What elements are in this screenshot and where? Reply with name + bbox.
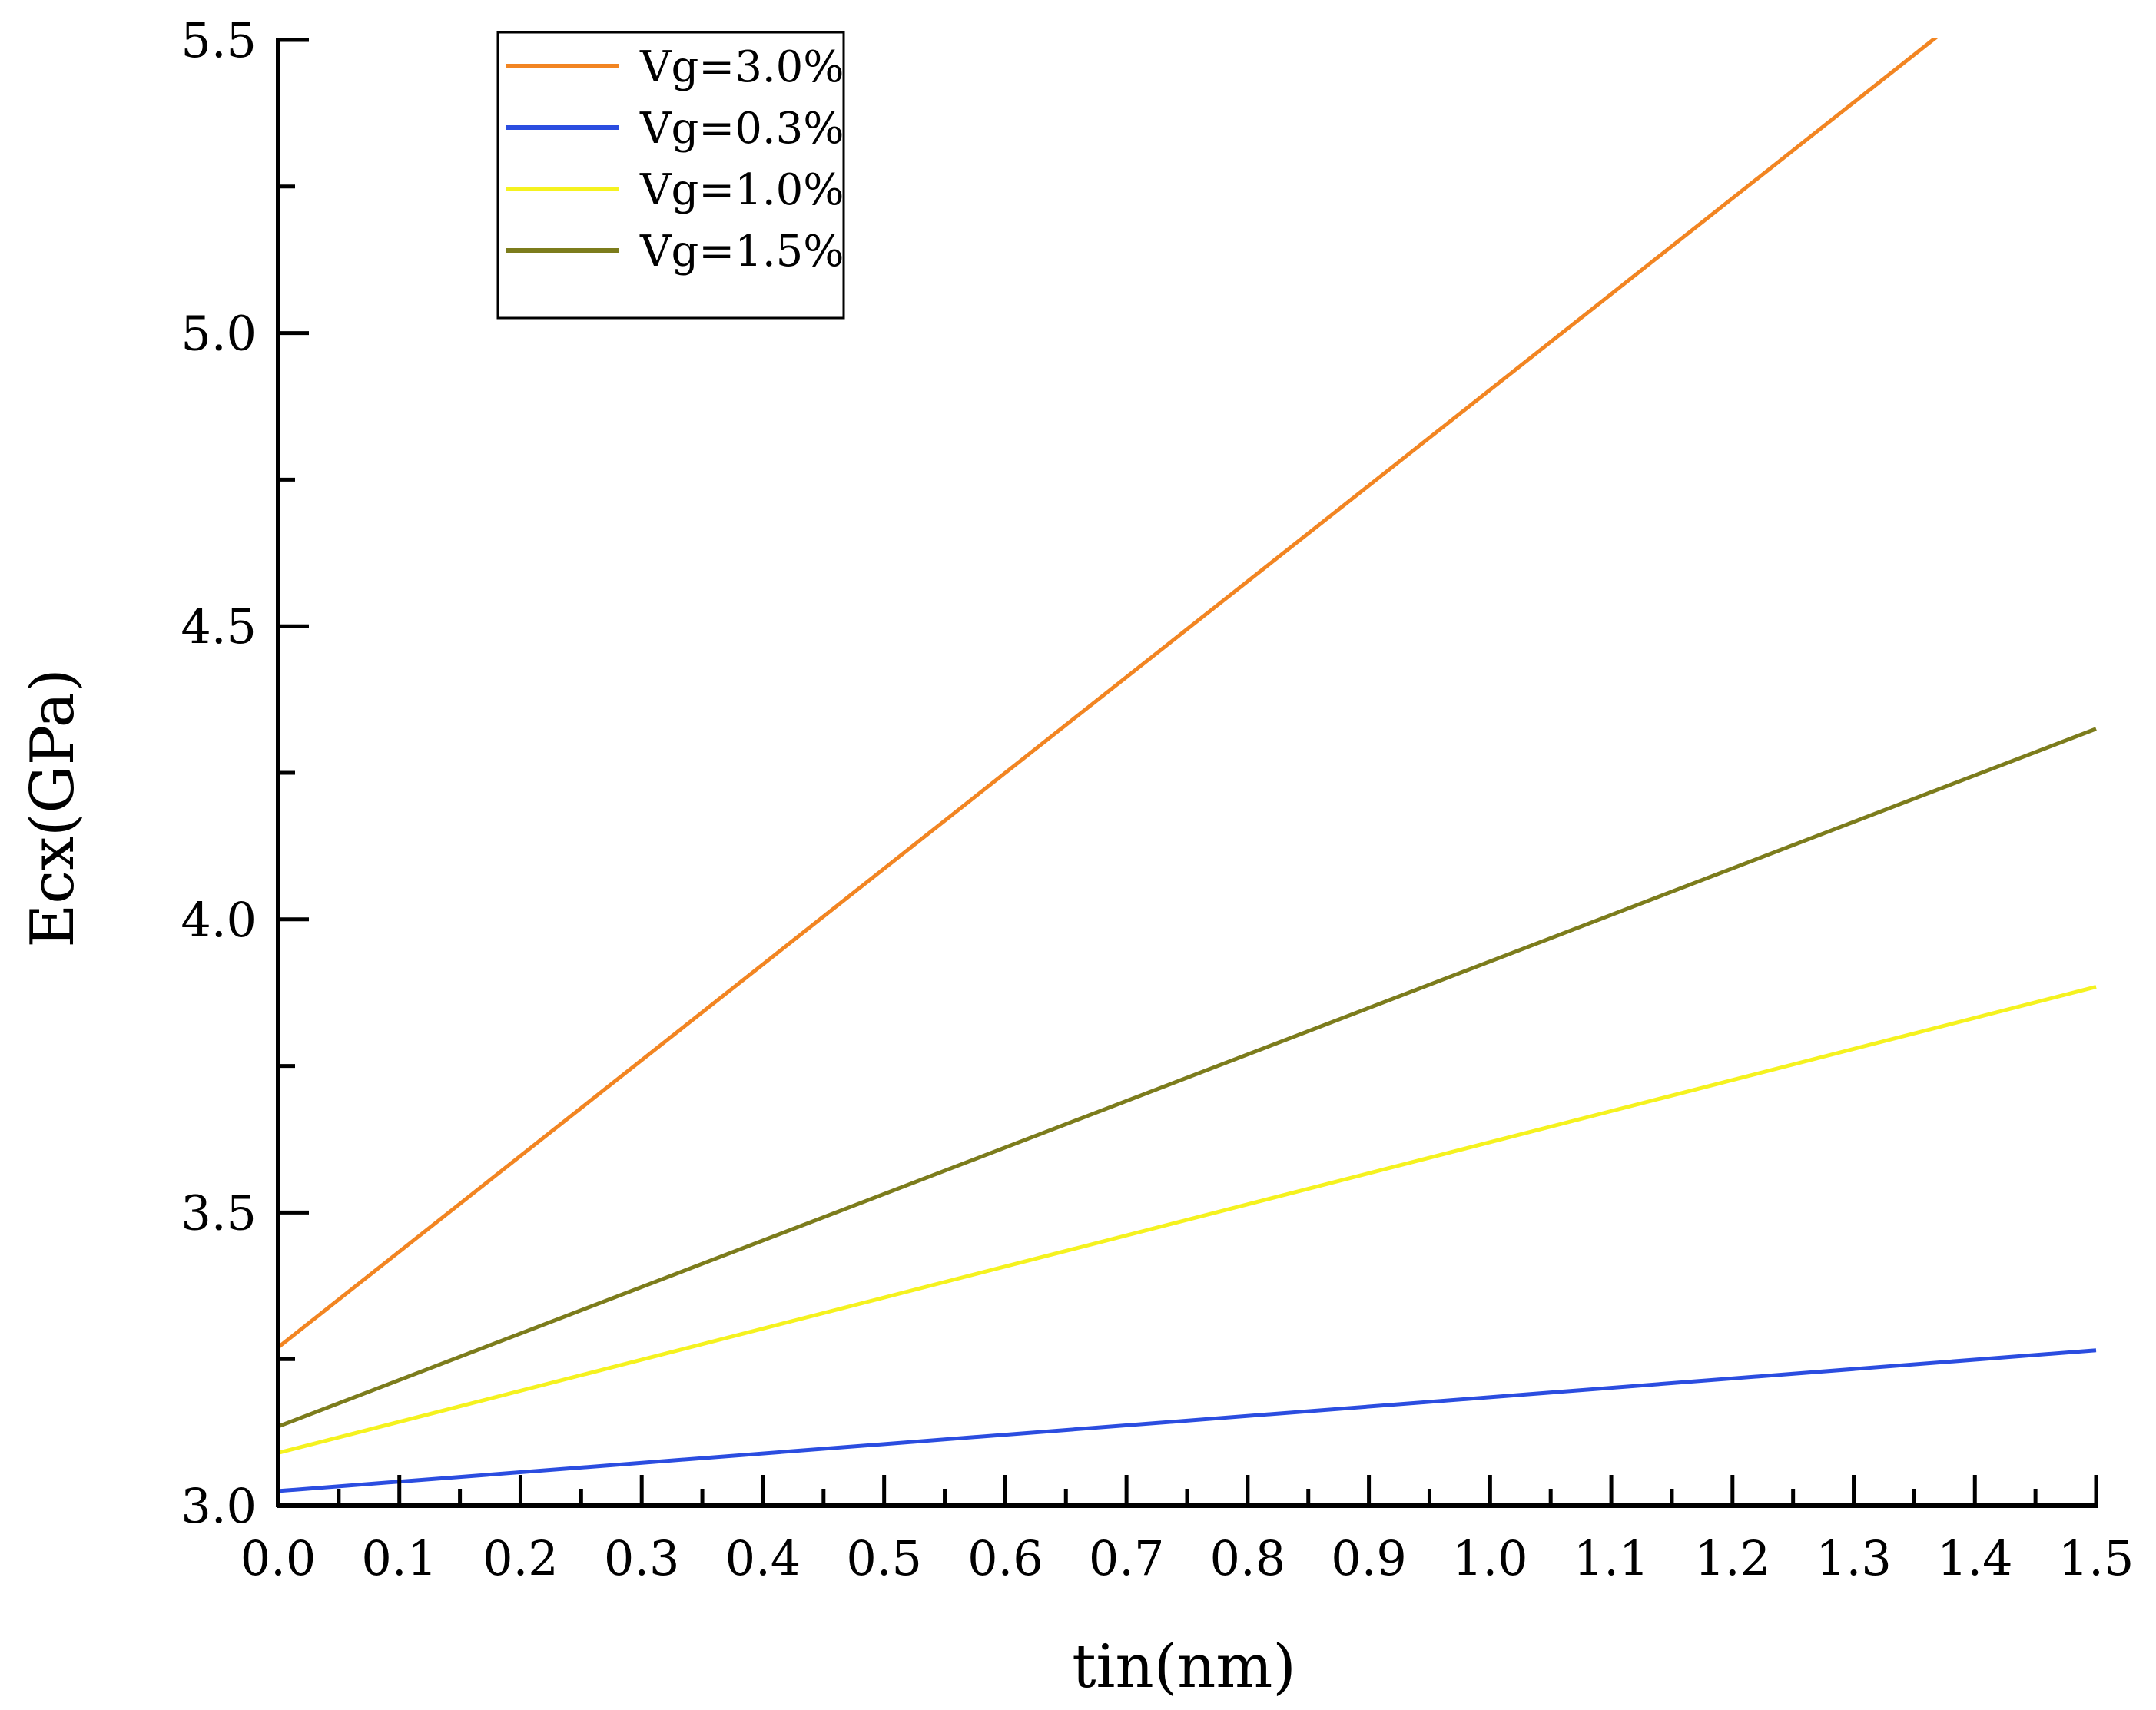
x-tick-label-7: 0.7	[1089, 1530, 1165, 1586]
x-tick-label-6: 0.6	[967, 1530, 1043, 1586]
series-line-0	[278, 38, 1939, 1349]
series-layer	[278, 38, 2097, 1493]
x-tick-label-5: 0.5	[846, 1530, 922, 1586]
y-tick-label-0: 3.0	[181, 1478, 257, 1534]
x-tick-label-4: 0.4	[725, 1530, 801, 1586]
x-tick-label-2: 0.2	[483, 1530, 559, 1586]
legend-label-3: Vg=1.5%	[639, 227, 844, 277]
x-tick-label-3: 0.3	[604, 1530, 680, 1586]
x-tick-label-0: 0.0	[240, 1530, 317, 1586]
series-line-3	[278, 727, 2097, 1429]
y-tick-label-5: 5.5	[181, 12, 257, 68]
series-line-2	[278, 985, 2097, 1455]
x-tick-label-12: 1.2	[1694, 1530, 1770, 1586]
y-tick-label-2: 4.0	[181, 892, 257, 948]
legend-label-0: Vg=3.0%	[639, 42, 844, 92]
y-tick-label-4: 5.0	[181, 306, 257, 362]
legend-label-1: Vg=0.3%	[639, 104, 844, 154]
axes-layer	[276, 38, 2098, 1508]
legend: Vg=3.0% Vg=0.3% Vg=1.0% Vg=1.5%	[496, 31, 845, 320]
series-line-1	[278, 1348, 2097, 1493]
x-tick-label-10: 1.0	[1452, 1530, 1528, 1586]
legend-box	[496, 31, 845, 320]
x-tick-label-9: 0.9	[1331, 1530, 1407, 1586]
x-tick-label-13: 1.3	[1816, 1530, 1892, 1586]
x-tick-label-11: 1.1	[1574, 1530, 1650, 1586]
x-tick-label-14: 1.4	[1937, 1530, 2013, 1586]
x-tick-label-8: 0.8	[1210, 1530, 1286, 1586]
y-tick-label-3: 4.5	[181, 598, 257, 655]
labels-layer: tin(nm) Ecx(GPa) 0.0 0.1 0.2 0.3 0.4 0.5 0.6 0.…	[18, 12, 2134, 1702]
x-axis-title: tin(nm)	[1072, 1632, 1296, 1702]
y-tick-label-1: 3.5	[181, 1185, 257, 1241]
x-tick-label-15: 1.5	[2058, 1530, 2134, 1586]
x-tick-label-1: 0.1	[361, 1530, 437, 1586]
y-axis-title: Ecx(GPa)	[18, 668, 88, 947]
legend-label-2: Vg=1.0%	[639, 165, 844, 215]
